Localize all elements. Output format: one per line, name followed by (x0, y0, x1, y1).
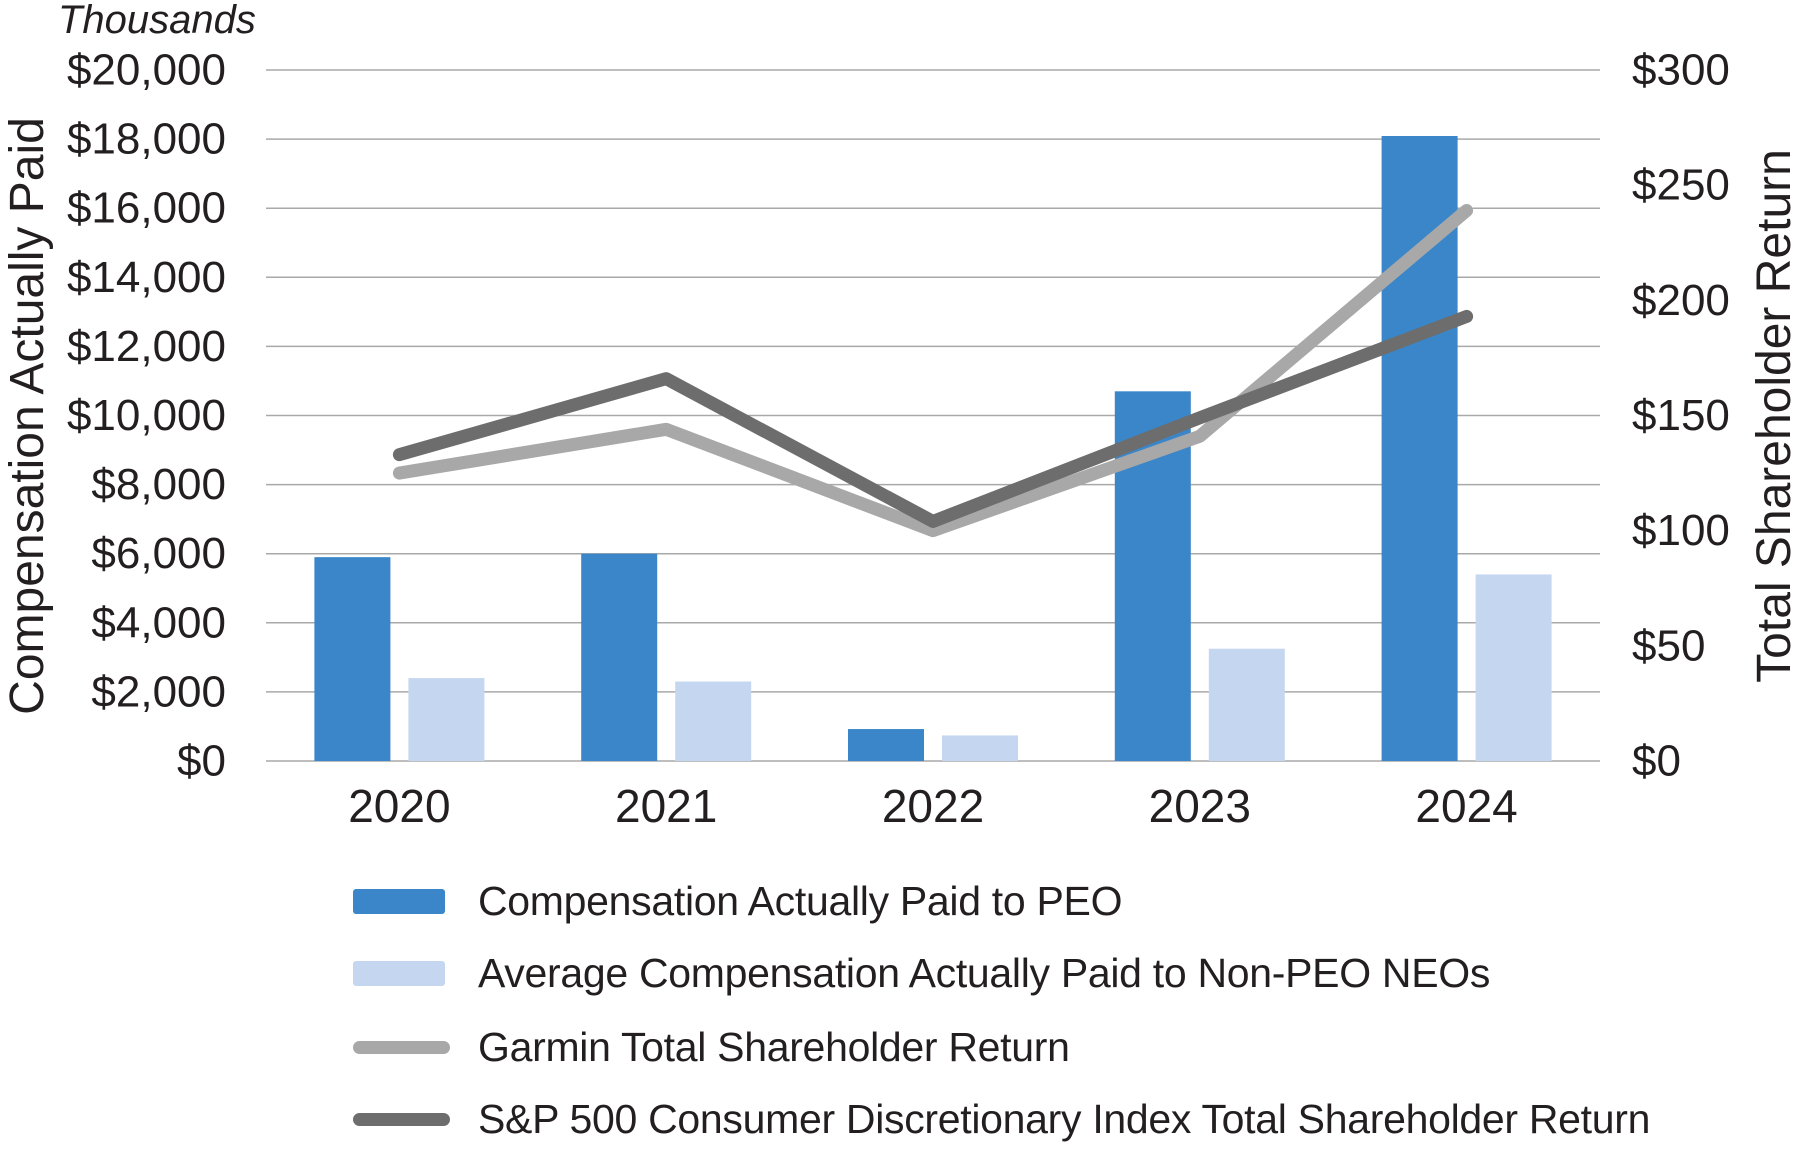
bar-neo-2024 (1475, 574, 1552, 761)
legend-swatch-garmin-tsr (353, 1040, 450, 1054)
left-axis-tick-label: $18,000 (67, 115, 226, 164)
bar-neo-2023 (1208, 648, 1285, 761)
legend-swatch-neo (353, 960, 445, 986)
right-axis-tick-label: $200 (1632, 276, 1730, 325)
bar-neo-2021 (675, 681, 752, 761)
left-axis-units-label: Thousands (58, 0, 256, 42)
legend-swatch-sp500-tsr (353, 1112, 450, 1126)
right-axis-tick-label: $100 (1632, 506, 1730, 555)
right-axis-tick-label: $300 (1632, 46, 1730, 95)
bar-neo-2020 (408, 678, 485, 761)
right-axis-tick-label: $0 (1632, 737, 1681, 786)
right-axis-tick-label: $50 (1632, 621, 1705, 670)
left-axis-tick-label: $20,000 (67, 46, 226, 95)
bar-peo-2021 (581, 553, 658, 761)
left-axis-tick-label: $2,000 (91, 667, 226, 716)
legend-item-sp500-tsr: S&P 500 Consumer Discretionary Index Tot… (353, 1094, 1650, 1144)
legend-swatch-peo (353, 888, 445, 914)
x-axis-label-2021: 2021 (615, 780, 717, 832)
left-axis-tick-label: $0 (177, 737, 226, 786)
bar-peo-2024 (1381, 135, 1458, 762)
left-axis-tick-label: $16,000 (67, 184, 226, 233)
x-axis-label-2023: 2023 (1149, 780, 1251, 832)
left-axis-tick-label: $4,000 (91, 598, 226, 647)
right-axis-tick-label: $150 (1632, 391, 1730, 440)
plot-area: $0 $2,000 $4,000 $6,000 $8,000 $10,000 $12,000… (67, 46, 1730, 832)
legend-label-peo: Compensation Actually Paid to PEO (478, 877, 1123, 924)
legend-label-sp500-tsr: S&P 500 Consumer Discretionary Index Tot… (478, 1095, 1651, 1142)
left-axis-tick-label: $12,000 (67, 322, 226, 371)
bar-peo-2022 (848, 729, 924, 761)
legend-item-garmin-tsr: Garmin Total Shareholder Return (353, 1022, 1070, 1072)
left-axis-tick-label: $14,000 (67, 253, 226, 302)
legend-item-neo: Average Compensation Actually Paid to No… (353, 948, 1490, 998)
left-axis-tick-label: $6,000 (91, 529, 226, 578)
x-axis-label-2020: 2020 (348, 780, 450, 832)
bar-peo-2020 (314, 557, 391, 761)
legend-item-peo: Compensation Actually Paid to PEO (353, 876, 1122, 926)
legend-label-garmin-tsr: Garmin Total Shareholder Return (478, 1023, 1070, 1070)
right-axis-tick-label: $250 (1632, 161, 1730, 210)
bar-neo-2022 (942, 735, 1018, 761)
line-sp500-tsr (392, 309, 1474, 528)
legend-label-neo: Average Compensation Actually Paid to No… (478, 949, 1491, 996)
x-axis-label-2024: 2024 (1415, 780, 1517, 832)
left-axis-tick-label: $8,000 (91, 460, 226, 509)
left-axis-tick-label: $10,000 (67, 391, 226, 440)
x-axis-label-2022: 2022 (882, 780, 984, 832)
line-garmin-tsr (392, 204, 1474, 538)
